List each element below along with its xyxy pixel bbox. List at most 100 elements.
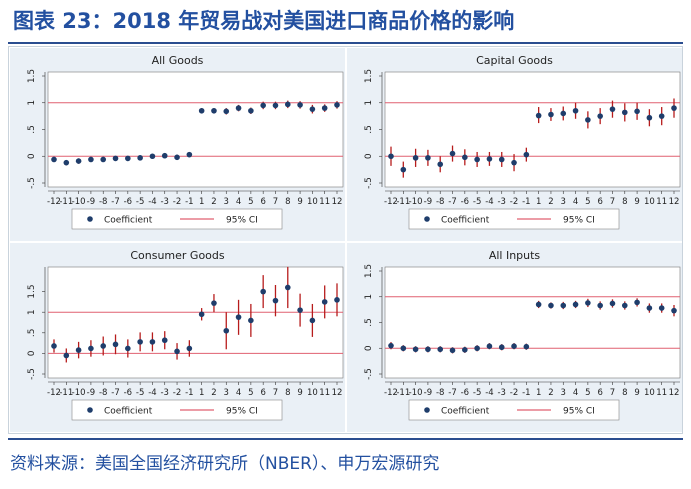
x-tick-label: 11 [656,197,667,207]
coefficient-point [100,156,107,163]
x-tick-label: -3 [497,197,505,207]
x-tick-label: -9 [87,388,95,398]
x-tick-label: -7 [111,388,119,398]
x-tick-label: 10 [307,388,318,398]
x-tick-label: -8 [99,388,107,398]
x-tick-label: -8 [99,197,107,207]
x-tick-label: -3 [160,197,168,207]
x-tick-label: 4 [236,388,241,398]
x-tick-label: 11 [656,388,667,398]
coefficient-point [523,343,530,350]
coefficient-point [149,153,156,160]
x-tick-label: -2 [510,388,518,398]
coefficient-point [474,345,480,352]
x-tick-label: 7 [610,388,615,398]
x-tick-label: -12 [47,388,61,398]
coefficient-point [235,105,242,111]
x-tick-label: 12 [332,388,343,398]
coefficient-point [400,345,407,352]
coefficient-point [511,343,517,349]
coefficient-point [498,344,505,351]
x-tick-label: -7 [111,197,119,207]
x-tick-label: 1 [199,197,204,207]
x-tick-label: -5 [473,388,481,398]
coefficient-point [51,156,57,163]
coefficient-point [425,346,431,353]
x-tick-label: 12 [332,197,343,207]
x-tick-label: -7 [448,197,456,207]
coefficient-point [437,161,444,168]
x-tick-label: 8 [622,388,627,398]
x-tick-label: -12 [384,197,398,207]
coefficient-point [646,114,653,121]
chart-title: All Inputs [489,249,541,262]
y-tick-label: 1.5 [27,284,37,298]
coefficient-point [658,113,665,119]
x-tick-label: 8 [622,197,627,207]
x-tick-label: 12 [669,388,680,398]
coefficient-point [284,284,291,291]
y-tick-label: -.5 [27,368,37,380]
x-tick-label: 7 [273,388,278,398]
x-tick-label: -3 [160,388,168,398]
x-tick-label: -2 [173,197,181,207]
x-tick-label: 1 [199,388,204,398]
coefficient-point [63,352,70,359]
coefficient-point [449,150,456,157]
coefficient-point [621,302,628,309]
coefficient-point [548,111,554,118]
coefficient-point [597,113,603,119]
coefficient-point [260,102,266,109]
legend-ci-label: 95% CI [226,216,258,226]
coefficient-point [585,117,591,123]
x-tick-label: 4 [236,197,241,207]
x-tick-label: -9 [87,197,95,207]
y-tick-label: 0 [364,345,374,351]
coefficient-point [321,105,328,111]
x-tick-label: 10 [644,197,655,207]
x-tick-label: 5 [248,197,253,207]
coefficient-point [235,314,242,320]
coefficient-point [671,307,677,314]
source-rule [8,438,683,440]
coefficient-point [449,347,456,354]
coefficient-point [88,156,94,163]
x-tick-label: 6 [260,388,265,398]
coefficient-point [125,155,131,162]
x-tick-label: -4 [148,388,156,398]
coefficient-point [260,288,266,295]
coefficient-point [412,155,419,161]
legend-coefficient-marker [424,216,430,222]
x-tick-label: 6 [260,197,265,207]
y-tick-label: .5 [364,125,374,134]
coefficient-point [161,152,168,159]
coefficient-point [572,107,579,114]
coefficient-point [334,102,340,108]
x-tick-label: 4 [573,197,578,207]
x-tick-label: -6 [461,197,469,207]
title-rule [8,42,683,44]
coefficient-point [462,346,468,353]
x-tick-label: -10 [409,197,423,207]
x-tick-label: 2 [548,388,553,398]
x-tick-label: -12 [384,388,398,398]
coefficient-point [412,346,419,353]
x-tick-label: 2 [211,388,216,398]
coefficient-point [161,337,168,344]
x-tick-label: 9 [634,388,639,398]
x-tick-label: 7 [273,197,278,207]
coefficient-point [284,101,291,108]
coefficient-point [523,151,530,158]
x-tick-label: -1 [185,197,193,207]
legend-coefficient-marker [424,407,430,413]
x-tick-label: -11 [59,197,73,207]
coefficient-point [486,156,493,162]
coefficient-point [309,317,316,324]
x-tick-label: 6 [597,197,602,207]
x-tick-label: 3 [561,388,566,398]
x-tick-label: 11 [319,197,330,207]
coefficient-point [112,155,119,162]
plot-area [47,266,344,379]
legend-coefficient-marker [87,216,93,222]
x-tick-label: -5 [473,197,481,207]
